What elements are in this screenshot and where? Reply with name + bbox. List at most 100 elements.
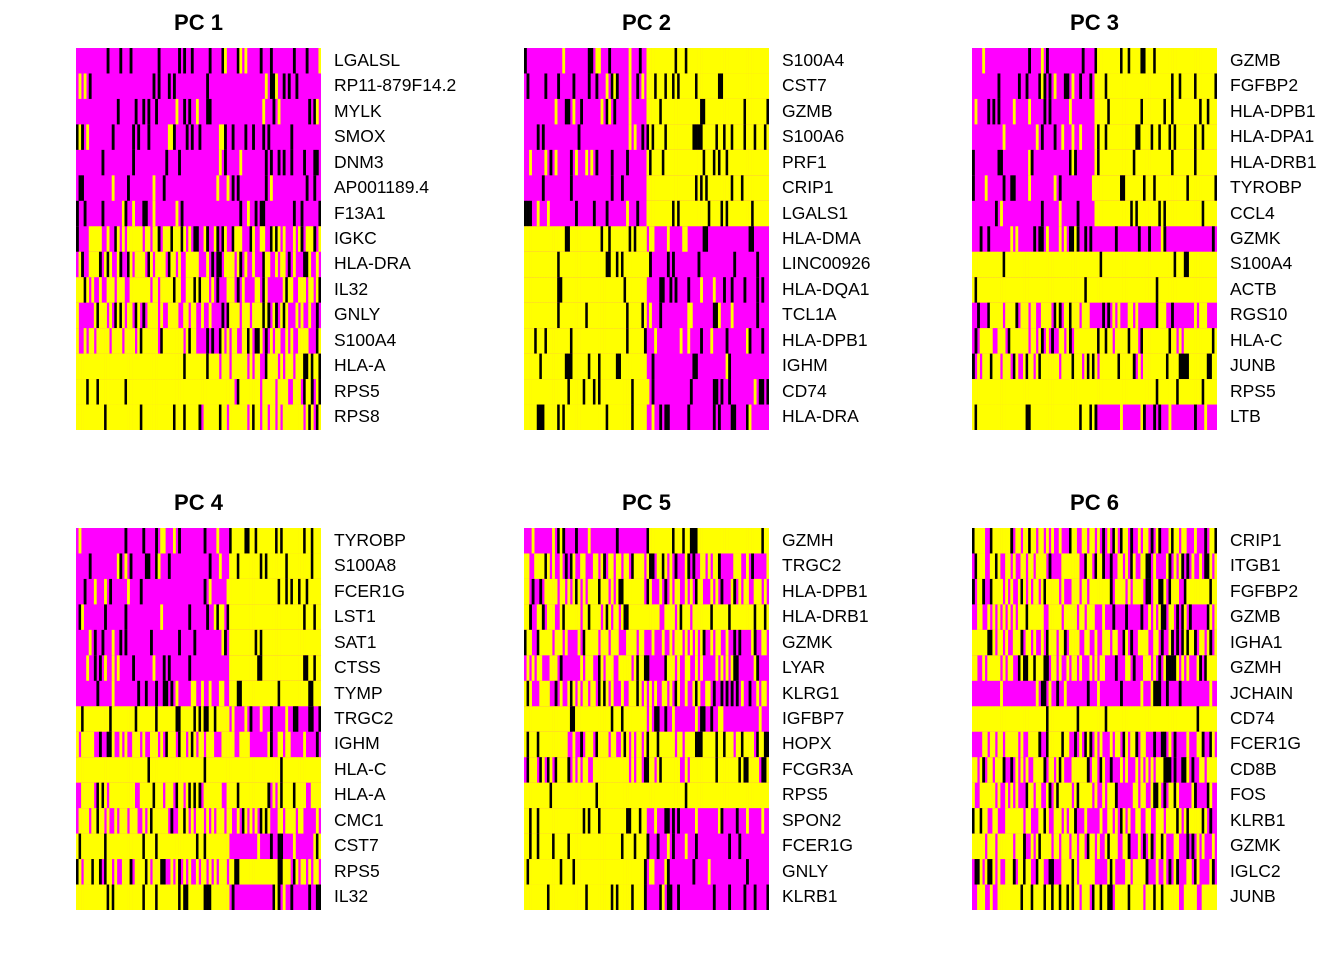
heatmap-cell bbox=[1120, 200, 1123, 227]
panel-title: PC 2 bbox=[622, 10, 671, 35]
gene-label: HLA-DPB1 bbox=[1230, 100, 1316, 121]
heatmap-cell bbox=[1035, 353, 1039, 380]
heatmap-cell bbox=[623, 353, 627, 380]
heatmap-cell bbox=[1204, 379, 1208, 406]
heatmap-cell bbox=[170, 833, 174, 860]
heatmap-cell bbox=[1196, 149, 1200, 176]
heatmap-cell bbox=[1204, 302, 1208, 329]
heatmap-cell bbox=[580, 553, 583, 580]
heatmap-cell bbox=[1000, 680, 1003, 707]
heatmap-cell bbox=[1150, 353, 1154, 380]
heatmap-cell bbox=[1130, 277, 1134, 304]
heatmap-cell bbox=[720, 808, 724, 835]
heatmap-cell bbox=[1132, 98, 1136, 125]
heatmap-cell bbox=[1046, 404, 1049, 430]
heatmap-cell bbox=[1028, 149, 1031, 176]
heatmap-cell bbox=[672, 757, 675, 784]
heatmap-cell bbox=[1084, 277, 1088, 304]
heatmap-cell bbox=[188, 404, 192, 430]
heatmap-cell bbox=[697, 251, 701, 278]
heatmap-cell bbox=[1048, 629, 1052, 656]
heatmap-cell bbox=[1178, 328, 1182, 355]
heatmap-cell bbox=[1053, 629, 1057, 656]
heatmap-cell bbox=[1153, 124, 1157, 151]
gene-label: SPON2 bbox=[782, 809, 842, 830]
heatmap-cell bbox=[669, 604, 673, 631]
heatmap-cell bbox=[1132, 328, 1136, 355]
heatmap-cell bbox=[646, 200, 650, 227]
heatmap-cell bbox=[78, 884, 82, 910]
heatmap-cell bbox=[313, 226, 317, 253]
heatmap-cell bbox=[1168, 251, 1172, 278]
heatmap-cell bbox=[1137, 251, 1141, 278]
heatmap-cell bbox=[549, 706, 553, 733]
heatmap-cell bbox=[280, 578, 284, 605]
heatmap-cell bbox=[564, 808, 568, 835]
heatmap-cell bbox=[259, 604, 263, 631]
heatmap-cell bbox=[269, 629, 273, 656]
heatmap-cell bbox=[1099, 353, 1103, 380]
heatmap-cell bbox=[1104, 98, 1108, 125]
heatmap-cell bbox=[1176, 98, 1180, 125]
heatmap-cell bbox=[1071, 73, 1075, 100]
heatmap-cell bbox=[1010, 226, 1014, 253]
heatmap-cell bbox=[193, 277, 197, 304]
heatmap-cell bbox=[308, 578, 312, 605]
heatmap-cell bbox=[78, 251, 82, 278]
heatmap-cell bbox=[743, 578, 747, 605]
heatmap-cell bbox=[763, 528, 767, 554]
heatmap-cell bbox=[114, 859, 118, 886]
heatmap-cell bbox=[546, 353, 550, 380]
heatmap-cell bbox=[167, 124, 171, 151]
heatmap-cell bbox=[239, 149, 243, 176]
heatmap-cell bbox=[1030, 528, 1034, 554]
heatmap-cell bbox=[104, 757, 107, 784]
heatmap-cell bbox=[195, 808, 199, 835]
heatmap-cell bbox=[218, 404, 222, 430]
heatmap-cell bbox=[81, 175, 84, 202]
heatmap-cell bbox=[275, 302, 278, 329]
gene-label: SAT1 bbox=[334, 631, 377, 652]
heatmap-cell bbox=[213, 604, 217, 631]
heatmap-cell bbox=[529, 680, 532, 707]
heatmap-cell bbox=[213, 884, 217, 910]
heatmap-cell bbox=[216, 404, 220, 430]
heatmap-cell bbox=[562, 353, 566, 380]
heatmap-cell bbox=[1086, 302, 1090, 329]
heatmap-cell bbox=[155, 680, 158, 707]
heatmap-cell bbox=[91, 328, 95, 355]
heatmap-cell bbox=[244, 808, 248, 835]
heatmap-cell bbox=[1201, 73, 1205, 100]
heatmap-cell bbox=[1079, 379, 1083, 406]
heatmap-cell bbox=[656, 98, 660, 125]
heatmap-cell bbox=[715, 73, 719, 100]
heatmap-cell bbox=[1040, 404, 1044, 430]
heatmap-cell bbox=[277, 833, 281, 860]
heatmap-cell bbox=[715, 553, 719, 580]
heatmap-cell bbox=[1071, 124, 1075, 151]
heatmap-cell bbox=[1056, 353, 1060, 380]
heatmap-cell bbox=[88, 353, 92, 380]
heatmap-cell bbox=[1000, 404, 1003, 430]
heatmap-cell bbox=[651, 200, 655, 227]
heatmap-cell bbox=[1081, 328, 1085, 355]
heatmap-cell bbox=[198, 884, 202, 910]
heatmap-cell bbox=[641, 277, 645, 304]
heatmap-cell bbox=[715, 302, 719, 329]
heatmap-cell bbox=[684, 98, 688, 125]
heatmap-cell bbox=[582, 884, 586, 910]
heatmap-cell bbox=[295, 680, 299, 707]
heatmap-cell bbox=[649, 578, 652, 605]
heatmap-cell bbox=[1209, 629, 1213, 656]
heatmap-cell bbox=[267, 353, 271, 380]
heatmap-cell bbox=[1130, 528, 1134, 554]
heatmap-cell bbox=[585, 226, 589, 253]
heatmap-cell bbox=[666, 404, 670, 430]
heatmap-cell bbox=[595, 782, 599, 809]
heatmap-cell bbox=[1097, 124, 1100, 151]
heatmap-cell bbox=[264, 859, 268, 886]
heatmap-cell bbox=[524, 833, 527, 860]
heatmap-cell bbox=[997, 379, 1001, 406]
heatmap-cell bbox=[1074, 251, 1077, 278]
heatmap-cell bbox=[267, 680, 271, 707]
